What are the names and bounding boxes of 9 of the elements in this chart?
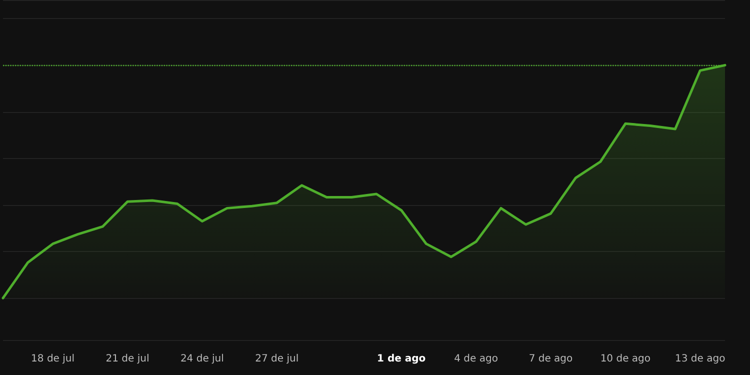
x-tick-label: 10 de ago [600, 354, 651, 364]
x-tick-label: 18 de jul [31, 354, 75, 364]
x-tick-label: 4 de ago [454, 354, 498, 364]
x-tick-label: 24 de jul [180, 354, 224, 364]
x-tick-label: 21 de jul [106, 354, 150, 364]
x-tick-label: 27 de jul [255, 354, 299, 364]
x-tick-label: 7 de ago [528, 354, 573, 364]
x-tick-label: 1 de ago [377, 354, 426, 364]
x-tick-label: 13 de ago [675, 354, 726, 364]
